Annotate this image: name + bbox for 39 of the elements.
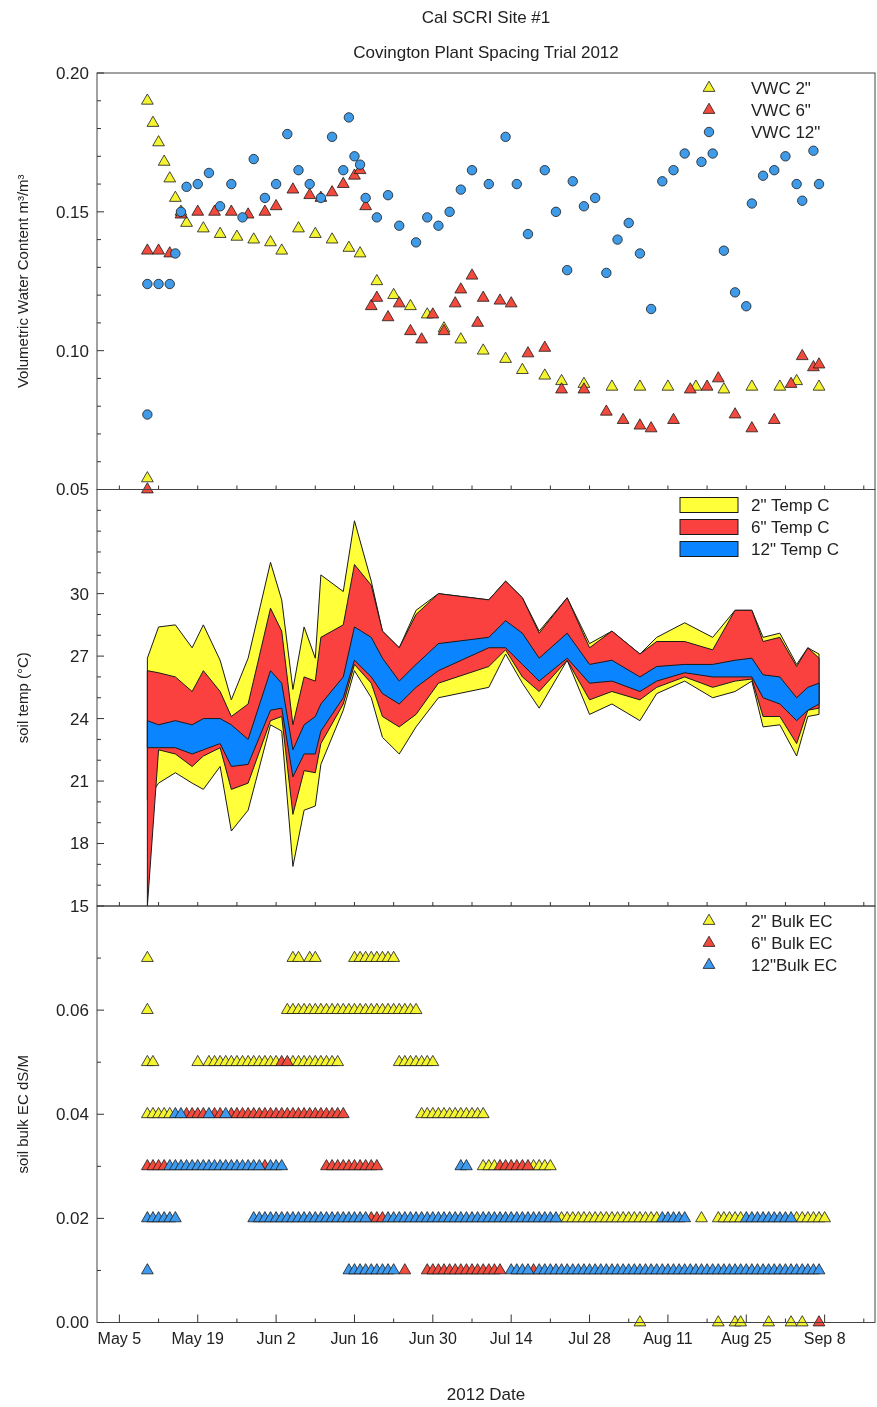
chart-title: Cal SCRI Site #1 (421, 8, 551, 27)
legend-label: 2" Bulk EC (751, 912, 833, 931)
y-tick-label: 21 (70, 772, 89, 791)
y-tick-label: 0.00 (55, 1313, 89, 1333)
y-tick-label: 30 (70, 584, 89, 604)
legend-label: 2" Temp C (751, 495, 830, 515)
legend-label: 6" Temp C (751, 517, 830, 537)
y-axis-title: soil bulk EC dS/M (14, 1055, 31, 1174)
y-axis-title: Volumetric Water Content m³/m³ (14, 174, 31, 389)
y-tick-label: 27 (70, 647, 89, 667)
x-tick-label: Jul 28 (568, 1329, 611, 1347)
y-tick-label: 0.04 (55, 1105, 89, 1125)
y-axis-title: soil temp (°C) (14, 652, 31, 744)
x-tick-label: Jul 14 (489, 1329, 533, 1347)
legend-label: 6" Bulk EC (751, 934, 833, 953)
x-tick-label: May 5 (97, 1329, 142, 1347)
y-tick-label: 0.02 (55, 1209, 89, 1229)
y-tick-label: 0.06 (55, 1001, 89, 1021)
x-tick-label: Jun 30 (408, 1329, 457, 1347)
y-tick-label: 0.05 (55, 480, 89, 500)
legend-label: VWC 2" (751, 79, 811, 98)
chart-subtitle: Covington Plant Spacing Trial 2012 (353, 43, 619, 62)
legend-label: 12"Bulk EC (751, 956, 838, 975)
x-tick-label: May 19 (171, 1329, 225, 1347)
x-tick-label: Jun 2 (256, 1329, 296, 1347)
y-tick-label: 0.10 (55, 341, 89, 361)
y-tick-label: 15 (70, 896, 89, 916)
x-tick-label: Jun 16 (330, 1329, 379, 1347)
y-tick-label: 0.15 (55, 202, 89, 222)
y-tick-label: 24 (70, 709, 89, 729)
legend-label: VWC 12" (751, 123, 821, 142)
y-tick-label: 0.20 (55, 63, 89, 83)
legend-label: VWC 6" (751, 101, 811, 120)
legend-label: 12" Temp C (751, 539, 839, 559)
x-tick-label: Aug 11 (643, 1329, 693, 1347)
x-axis-title: 2012 Date (446, 1384, 526, 1404)
x-tick-label: Aug 25 (720, 1329, 772, 1347)
y-tick-label: 18 (70, 834, 89, 854)
x-tick-label: Sep 8 (803, 1329, 846, 1347)
